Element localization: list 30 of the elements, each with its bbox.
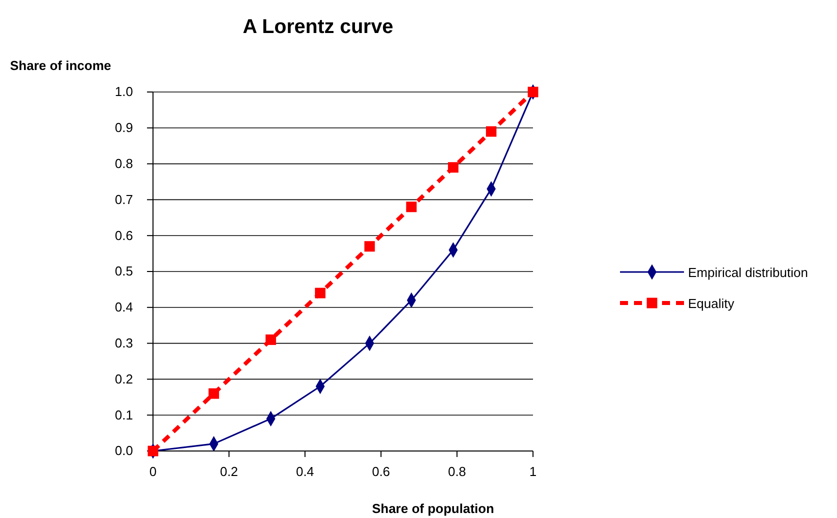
y-tick-label: 0.6 (114, 228, 133, 243)
y-tick-label: 0.0 (114, 443, 133, 458)
x-tick-label: 1 (529, 464, 537, 480)
point (528, 86, 538, 98)
y-tick-label: 0.1 (114, 407, 133, 422)
point (486, 126, 496, 137)
y-tick-label: 0.8 (114, 156, 133, 171)
y-tick-label: 0.3 (114, 335, 133, 350)
x-tick-label: 0.6 (372, 464, 390, 480)
y-tick-label: 1.0 (114, 84, 133, 100)
point (406, 202, 417, 212)
x-tick-label: 0.4 (296, 464, 314, 480)
point (448, 162, 458, 173)
y-tick-label: 0.2 (114, 371, 133, 386)
chart-title: A Lorentz curve (242, 16, 394, 38)
y-tick-label: 0.5 (114, 264, 133, 279)
x-axis-title: Share of population (372, 501, 494, 516)
point (266, 334, 276, 345)
y-tick-label: 0.9 (114, 120, 133, 136)
point (364, 241, 375, 252)
point (314, 288, 326, 298)
y-tick-label: 0.4 (114, 300, 133, 315)
x-tick-label: 0.2 (220, 464, 238, 480)
y-axis-title: Share of income (10, 58, 112, 73)
legend-label: Equality (688, 296, 735, 311)
y-tick-label: 0.7 (114, 192, 133, 207)
x-tick-label: 0 (149, 464, 157, 480)
point (208, 388, 220, 399)
legend-label: Empirical distribution (688, 265, 808, 280)
x-tick-label: 0.8 (448, 464, 466, 480)
